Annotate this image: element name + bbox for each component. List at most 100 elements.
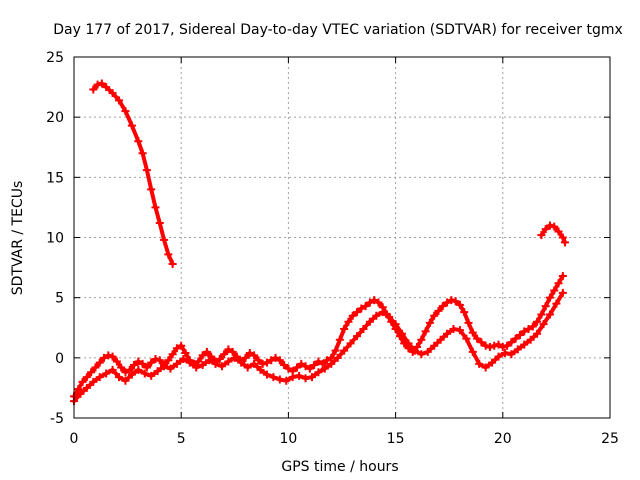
data-point bbox=[93, 80, 102, 89]
data-point bbox=[528, 322, 537, 331]
y-axis-title: SDTVAR / TECUs bbox=[10, 181, 26, 296]
data-point bbox=[558, 272, 567, 281]
data-point bbox=[301, 374, 310, 383]
data-point bbox=[348, 311, 357, 320]
data-point bbox=[237, 358, 246, 367]
data-point bbox=[258, 359, 267, 368]
data-point bbox=[490, 341, 499, 350]
data-point bbox=[104, 351, 113, 360]
grid bbox=[74, 57, 610, 418]
data-point bbox=[275, 375, 284, 384]
data-point bbox=[430, 311, 439, 320]
data-point bbox=[155, 356, 164, 365]
data-point bbox=[503, 341, 512, 350]
data-point bbox=[97, 79, 106, 88]
series-trace bbox=[72, 274, 565, 399]
data-point bbox=[262, 358, 271, 367]
data-point bbox=[140, 369, 149, 378]
data-point bbox=[526, 335, 535, 344]
data-point bbox=[82, 383, 91, 392]
data-point bbox=[357, 304, 366, 313]
data-point bbox=[91, 363, 100, 372]
data-point bbox=[142, 363, 151, 372]
data-point bbox=[147, 358, 156, 367]
data-point bbox=[353, 332, 362, 341]
data-point bbox=[481, 341, 490, 350]
data-point bbox=[485, 343, 494, 352]
data-point bbox=[374, 298, 383, 307]
data-point bbox=[507, 338, 516, 347]
data-point bbox=[494, 340, 503, 349]
x-tick-label: 20 bbox=[494, 431, 512, 447]
data-point bbox=[198, 351, 207, 360]
data-point bbox=[488, 358, 497, 367]
data-point bbox=[340, 346, 349, 355]
data-point bbox=[220, 350, 229, 359]
data-point bbox=[327, 359, 336, 368]
x-tick-label: 0 bbox=[70, 431, 79, 447]
data-point bbox=[447, 296, 456, 305]
data-point bbox=[142, 166, 151, 175]
data-point bbox=[121, 368, 130, 377]
data-point bbox=[464, 318, 473, 327]
data-point bbox=[115, 373, 124, 382]
series-secondary-trace bbox=[70, 288, 567, 406]
data-point bbox=[552, 299, 561, 308]
data-point bbox=[560, 238, 569, 247]
data-point bbox=[74, 385, 83, 394]
data-point bbox=[320, 364, 329, 373]
data-point bbox=[455, 300, 464, 309]
data-point bbox=[153, 367, 162, 376]
data-point bbox=[160, 362, 169, 371]
data-point bbox=[541, 302, 550, 311]
data-point bbox=[295, 371, 304, 380]
data-point bbox=[282, 376, 291, 385]
data-point bbox=[127, 370, 136, 379]
data-point bbox=[168, 350, 177, 359]
data-point bbox=[160, 235, 169, 244]
data-point bbox=[473, 334, 482, 343]
data-point bbox=[185, 358, 194, 367]
data-point bbox=[228, 347, 237, 356]
data-point bbox=[417, 350, 426, 359]
series-trace bbox=[91, 81, 175, 266]
data-point bbox=[545, 310, 554, 319]
data-point bbox=[217, 362, 226, 371]
y-tick-label: 0 bbox=[55, 351, 64, 367]
data-point bbox=[340, 324, 349, 333]
data-point bbox=[537, 310, 546, 319]
chart-title: Day 177 of 2017, Sidereal Day-to-day VTE… bbox=[53, 22, 623, 38]
data-point bbox=[164, 356, 173, 365]
data-point bbox=[398, 329, 407, 338]
x-tick-label: 10 bbox=[279, 431, 297, 447]
data-point bbox=[511, 334, 520, 343]
data-point bbox=[507, 350, 516, 359]
data-point bbox=[269, 373, 278, 382]
data-point bbox=[155, 219, 164, 228]
y-tick-label: 15 bbox=[46, 170, 64, 186]
y-tick-label: 25 bbox=[46, 50, 64, 66]
data-point bbox=[292, 363, 301, 372]
data-point bbox=[179, 355, 188, 364]
data-point bbox=[151, 355, 160, 364]
data-point bbox=[421, 327, 430, 336]
data-point bbox=[95, 358, 104, 367]
data-point bbox=[550, 222, 559, 231]
data-point bbox=[498, 343, 507, 352]
data-point bbox=[172, 344, 181, 353]
y-tick-label: -5 bbox=[50, 411, 64, 427]
data-point bbox=[102, 369, 111, 378]
data-point bbox=[271, 353, 280, 362]
data-point bbox=[500, 349, 509, 358]
data-point bbox=[138, 359, 147, 368]
x-axis-title: GPS time / hours bbox=[281, 459, 398, 475]
data-point bbox=[451, 297, 460, 306]
data-point bbox=[558, 233, 567, 242]
data-point bbox=[151, 203, 160, 212]
data-point bbox=[117, 363, 126, 372]
data-point bbox=[164, 250, 173, 259]
data-point bbox=[475, 359, 484, 368]
x-tick-label: 25 bbox=[601, 431, 619, 447]
data-point bbox=[95, 373, 104, 382]
data-point bbox=[494, 352, 503, 361]
